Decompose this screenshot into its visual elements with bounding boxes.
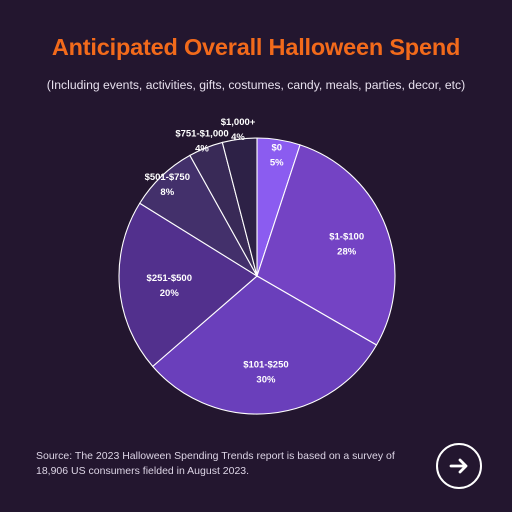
pie-slice-2 [256,144,396,346]
next-button[interactable] [436,443,482,489]
source-note: Source: The 2023 Halloween Spending Tren… [36,450,395,477]
pie-slice-7 [221,137,258,277]
arrow-right-circle-icon [449,458,468,474]
pie-slice-4 [118,202,258,368]
slice-value-label: 4% [195,144,209,155]
chart-subtitle: (Including events, activities, gifts, co… [46,78,466,92]
slice-category-label: $101-$250 [243,360,288,371]
pie-slice-3 [151,275,378,415]
slice-value-label: 20% [160,288,180,299]
slice-category-label: $1,000+ [221,117,256,128]
slice-category-label: $251-$500 [147,273,192,284]
slice-category-label: $1-$100 [329,232,364,243]
slice-category-label: $501-$750 [145,172,190,183]
slice-value-label: 4% [231,132,245,143]
chart-title: Anticipated Overall Halloween Spend [51,34,461,60]
slice-value-label: 5% [270,158,284,169]
slice-category-label: $0 [271,143,282,154]
slice-value-label: 30% [256,375,276,386]
slice-value-label: 28% [337,247,357,258]
slice-value-label: 8% [160,187,174,198]
slice-category-label: $751-$1,000 [175,129,228,140]
